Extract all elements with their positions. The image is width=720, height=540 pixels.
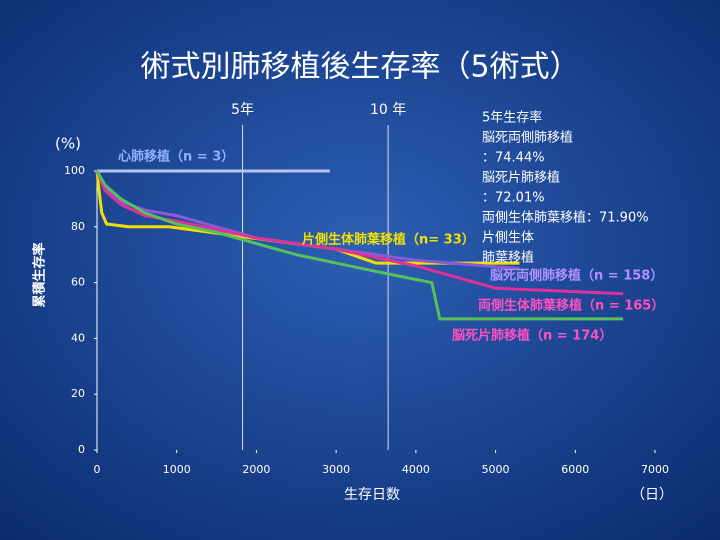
summary-text: 5年生存率 <box>482 110 542 126</box>
summary-text: ：72.01% <box>482 191 545 206</box>
x-tick-label: 5000 <box>482 463 510 476</box>
series-label: 脳死片肺移植（n = 174） <box>452 328 612 344</box>
x-tick-label: 7000 <box>641 463 669 476</box>
y-tick-label: 20 <box>71 387 85 400</box>
y-tick-label: 40 <box>71 331 85 344</box>
x-tick-label: 0 <box>94 463 101 476</box>
survival-line <box>95 170 520 265</box>
y-axis-title: 累積生存率 <box>32 242 48 307</box>
summary-text: 脳死両側肺移植 <box>482 131 573 146</box>
y-tick-label: 100 <box>64 164 85 177</box>
y-tick-label: 60 <box>71 276 85 289</box>
x-unit: （日） <box>631 487 673 503</box>
x-tick-label: 2000 <box>242 463 270 476</box>
summary-text: 脳死片肺移植 <box>482 171 560 186</box>
x-tick-label: 3000 <box>322 463 350 476</box>
summary-text: 肺葉移植 <box>482 251 534 266</box>
reference-label: 5年 <box>231 102 254 118</box>
y-tick-label: 0 <box>78 443 85 456</box>
y-unit: (%) <box>55 135 81 153</box>
reference-label: 10 年 <box>370 102 406 118</box>
x-tick-label: 4000 <box>402 463 430 476</box>
series-label: 両側生体肺葉移植（n = 165） <box>478 298 664 314</box>
x-tick-label: 6000 <box>561 463 589 476</box>
series-label: 脳死両側肺移植（n = 158） <box>490 268 663 284</box>
survival-line <box>95 170 624 296</box>
x-tick-label: 1000 <box>163 463 191 476</box>
summary-text: 片側生体 <box>482 231 534 246</box>
survival-line <box>95 170 624 321</box>
series-label: 心肺移植（n = 3） <box>118 149 234 165</box>
summary-text: ：74.44% <box>482 151 545 166</box>
y-tick-label: 80 <box>71 220 85 233</box>
survival-line <box>95 170 520 271</box>
series-label: 片側生体肺葉移植（n= 33） <box>302 232 475 248</box>
chart-title: 術式別肺移植後生存率（5術式） <box>140 50 579 85</box>
x-axis-title: 生存日数 <box>344 487 400 503</box>
summary-text: 両側生体肺葉移植：71.90% <box>482 211 649 226</box>
